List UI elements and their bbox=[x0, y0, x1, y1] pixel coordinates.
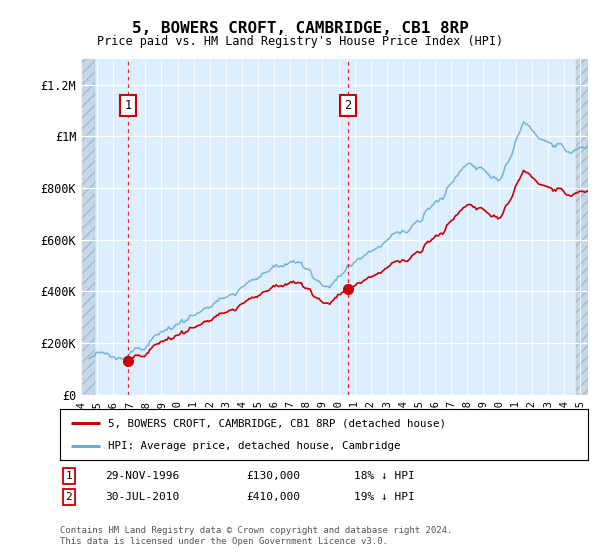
Text: 5, BOWERS CROFT, CAMBRIDGE, CB1 8RP: 5, BOWERS CROFT, CAMBRIDGE, CB1 8RP bbox=[131, 21, 469, 36]
Text: 29-NOV-1996: 29-NOV-1996 bbox=[105, 471, 179, 481]
Text: HPI: Average price, detached house, Cambridge: HPI: Average price, detached house, Camb… bbox=[107, 441, 400, 451]
Text: 30-JUL-2010: 30-JUL-2010 bbox=[105, 492, 179, 502]
Text: 1: 1 bbox=[124, 99, 131, 112]
Text: 1: 1 bbox=[65, 471, 73, 481]
Text: 2: 2 bbox=[344, 99, 352, 112]
Text: £130,000: £130,000 bbox=[246, 471, 300, 481]
Text: 5, BOWERS CROFT, CAMBRIDGE, CB1 8RP (detached house): 5, BOWERS CROFT, CAMBRIDGE, CB1 8RP (det… bbox=[107, 418, 446, 428]
Text: 19% ↓ HPI: 19% ↓ HPI bbox=[354, 492, 415, 502]
Text: £410,000: £410,000 bbox=[246, 492, 300, 502]
Bar bbox=[576, 59, 588, 395]
Bar bbox=[81, 59, 95, 395]
Text: Price paid vs. HM Land Registry's House Price Index (HPI): Price paid vs. HM Land Registry's House … bbox=[97, 35, 503, 48]
Text: Contains HM Land Registry data © Crown copyright and database right 2024.
This d: Contains HM Land Registry data © Crown c… bbox=[60, 526, 452, 546]
Text: 18% ↓ HPI: 18% ↓ HPI bbox=[354, 471, 415, 481]
Text: 2: 2 bbox=[65, 492, 73, 502]
